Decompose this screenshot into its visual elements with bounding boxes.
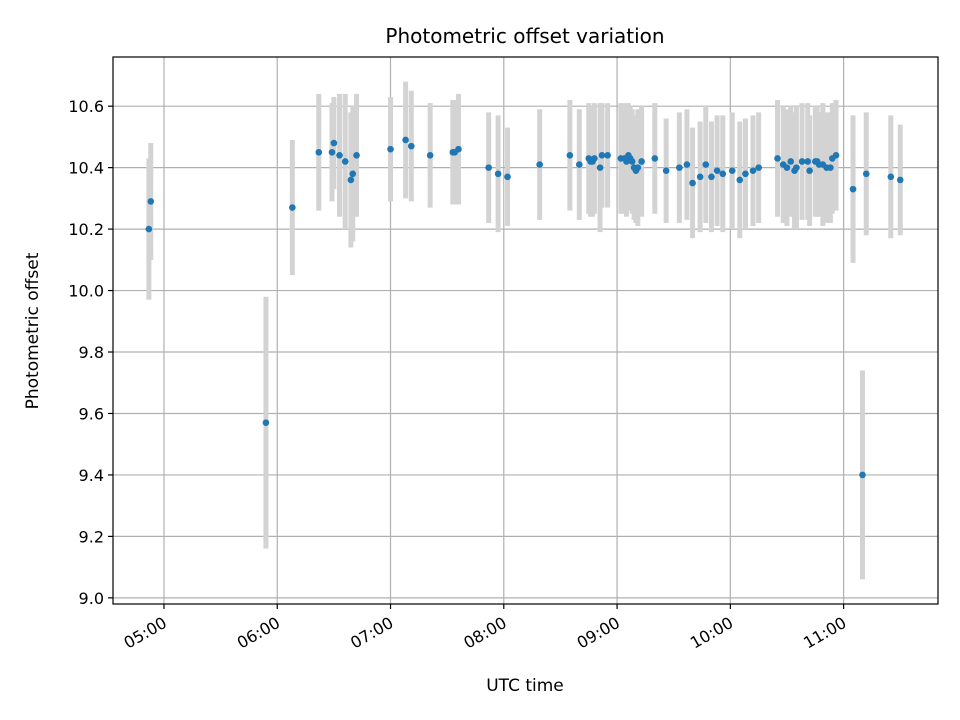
data-point: [849, 185, 857, 193]
x-tick-label: 10:00: [687, 613, 736, 653]
data-point: [634, 164, 642, 171]
data-point: [591, 155, 598, 162]
data-point: [755, 164, 762, 171]
data-point: [485, 164, 492, 171]
y-tick-label: 9.0: [79, 589, 104, 608]
data-point: [696, 173, 704, 181]
data-point: [651, 155, 659, 162]
x-axis-label: UTC time: [486, 676, 564, 696]
data-point: [147, 198, 155, 205]
data-point: [862, 170, 870, 178]
x-tick-label: 11:00: [800, 613, 849, 653]
y-axis-ticks: 9.0 9.2 9.4 9.6 9.8 10.0 10.2 10.4 10.6: [68, 97, 113, 608]
data-point: [728, 167, 736, 175]
data-point: [407, 142, 415, 150]
y-tick-label: 10.2: [68, 220, 104, 239]
data-point: [336, 152, 343, 159]
plot-frame: [112, 56, 939, 605]
x-tick-label: 06:00: [234, 613, 283, 653]
data-point: [628, 158, 636, 165]
data-point: [387, 145, 394, 153]
chart-title: Photometric offset variation: [385, 24, 664, 48]
y-tick-label: 9.6: [79, 404, 104, 423]
data-point: [749, 167, 757, 175]
data-point: [676, 164, 683, 171]
data-point: [315, 148, 323, 156]
data-point: [832, 152, 840, 159]
data-point: [859, 471, 866, 479]
data-point: [330, 139, 338, 147]
data-point: [683, 161, 691, 168]
x-axis-ticks: 05:00 06:00 07:00 08:00 09:00 10:00 11:00: [121, 604, 850, 653]
data-point: [536, 161, 543, 168]
data-point: [402, 136, 409, 144]
data-point: [787, 158, 795, 165]
data-point: [887, 173, 895, 181]
data-point: [702, 161, 710, 168]
data-point: [804, 158, 812, 165]
y-tick-label: 10.4: [68, 159, 104, 178]
data-point: [783, 164, 791, 171]
y-tick-label: 10.0: [68, 282, 104, 301]
data-point: [604, 152, 611, 159]
data-point: [328, 148, 336, 156]
data-point: [262, 419, 270, 426]
y-tick-label: 10.6: [68, 97, 104, 116]
data-point: [353, 152, 360, 159]
y-axis-label: Photometric offset: [23, 252, 43, 409]
data-point: [742, 170, 749, 178]
data-point: [426, 152, 434, 159]
y-tick-label: 9.4: [79, 466, 104, 485]
error-bars: [146, 81, 903, 580]
data-points: [145, 136, 904, 479]
y-tick-label: 9.2: [79, 527, 104, 546]
data-point: [289, 204, 296, 211]
data-point: [689, 179, 696, 187]
data-point: [349, 170, 357, 178]
data-point: [596, 164, 604, 171]
data-point: [896, 176, 904, 184]
data-point: [806, 167, 813, 175]
x-tick-label: 05:00: [121, 613, 170, 653]
y-tick-label: 9.8: [79, 343, 104, 362]
x-tick-label: 07:00: [347, 613, 396, 653]
data-point: [455, 145, 462, 153]
data-point: [145, 225, 153, 233]
data-point: [566, 152, 574, 159]
data-point: [638, 158, 645, 165]
data-point: [736, 176, 744, 184]
data-point: [708, 173, 715, 181]
data-point: [793, 164, 800, 171]
data-point: [576, 161, 583, 168]
data-point: [662, 167, 670, 175]
x-tick-label: 09:00: [574, 613, 623, 653]
data-point: [504, 173, 511, 181]
data-point: [719, 170, 727, 178]
data-point: [774, 155, 781, 162]
data-point: [494, 170, 502, 178]
data-point: [341, 158, 349, 165]
x-tick-label: 08:00: [460, 613, 509, 653]
data-point: [713, 167, 721, 175]
data-point: [598, 152, 606, 159]
data-point: [798, 158, 806, 165]
data-point: [347, 176, 355, 184]
data-point: [827, 164, 834, 171]
